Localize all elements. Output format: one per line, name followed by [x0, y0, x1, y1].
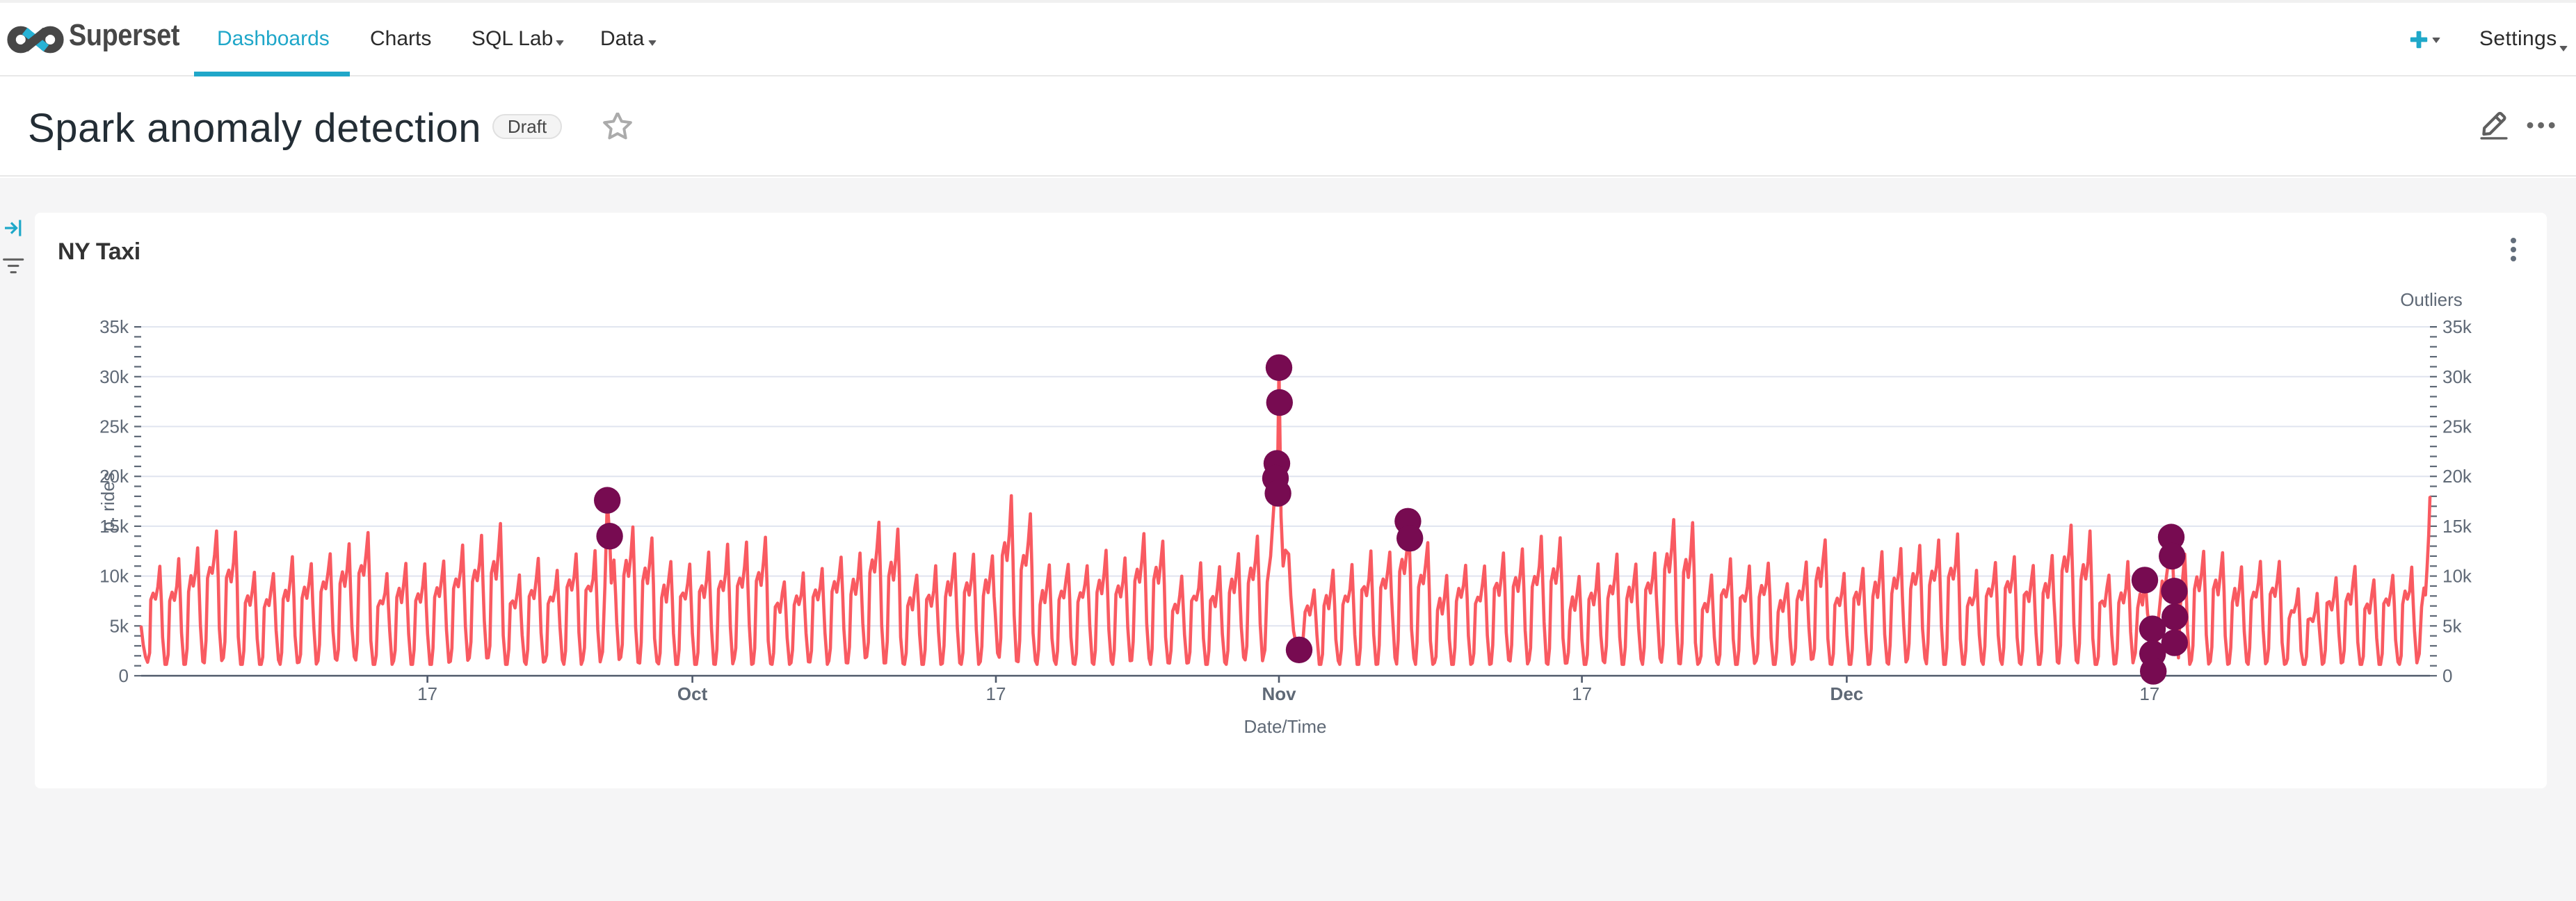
svg-text:p. rides: p. rides: [97, 472, 118, 531]
svg-text:17: 17: [417, 683, 437, 704]
svg-text:0: 0: [2442, 665, 2452, 686]
svg-text:35k: 35k: [99, 316, 129, 337]
svg-text:10k: 10k: [99, 566, 129, 587]
svg-text:17: 17: [986, 683, 1006, 704]
svg-text:Date/Time: Date/Time: [1244, 716, 1327, 737]
svg-text:Dec: Dec: [1830, 683, 1864, 704]
svg-text:20k: 20k: [2442, 466, 2472, 487]
svg-text:5k: 5k: [110, 615, 129, 636]
svg-text:25k: 25k: [99, 416, 129, 437]
svg-text:15k: 15k: [99, 516, 129, 537]
svg-text:17: 17: [2139, 683, 2159, 704]
svg-text:30k: 30k: [2442, 366, 2472, 387]
svg-text:15k: 15k: [2442, 516, 2472, 537]
svg-text:10k: 10k: [2442, 566, 2472, 587]
svg-text:0: 0: [119, 665, 129, 686]
svg-text:20k: 20k: [99, 466, 129, 487]
svg-text:Outliers: Outliers: [2400, 289, 2463, 310]
svg-text:Oct: Oct: [677, 683, 708, 704]
svg-text:17: 17: [1572, 683, 1592, 704]
svg-text:5k: 5k: [2442, 615, 2462, 636]
svg-text:Nov: Nov: [1262, 683, 1296, 704]
svg-text:25k: 25k: [2442, 416, 2472, 437]
svg-text:35k: 35k: [2442, 316, 2472, 337]
svg-text:30k: 30k: [99, 366, 129, 387]
